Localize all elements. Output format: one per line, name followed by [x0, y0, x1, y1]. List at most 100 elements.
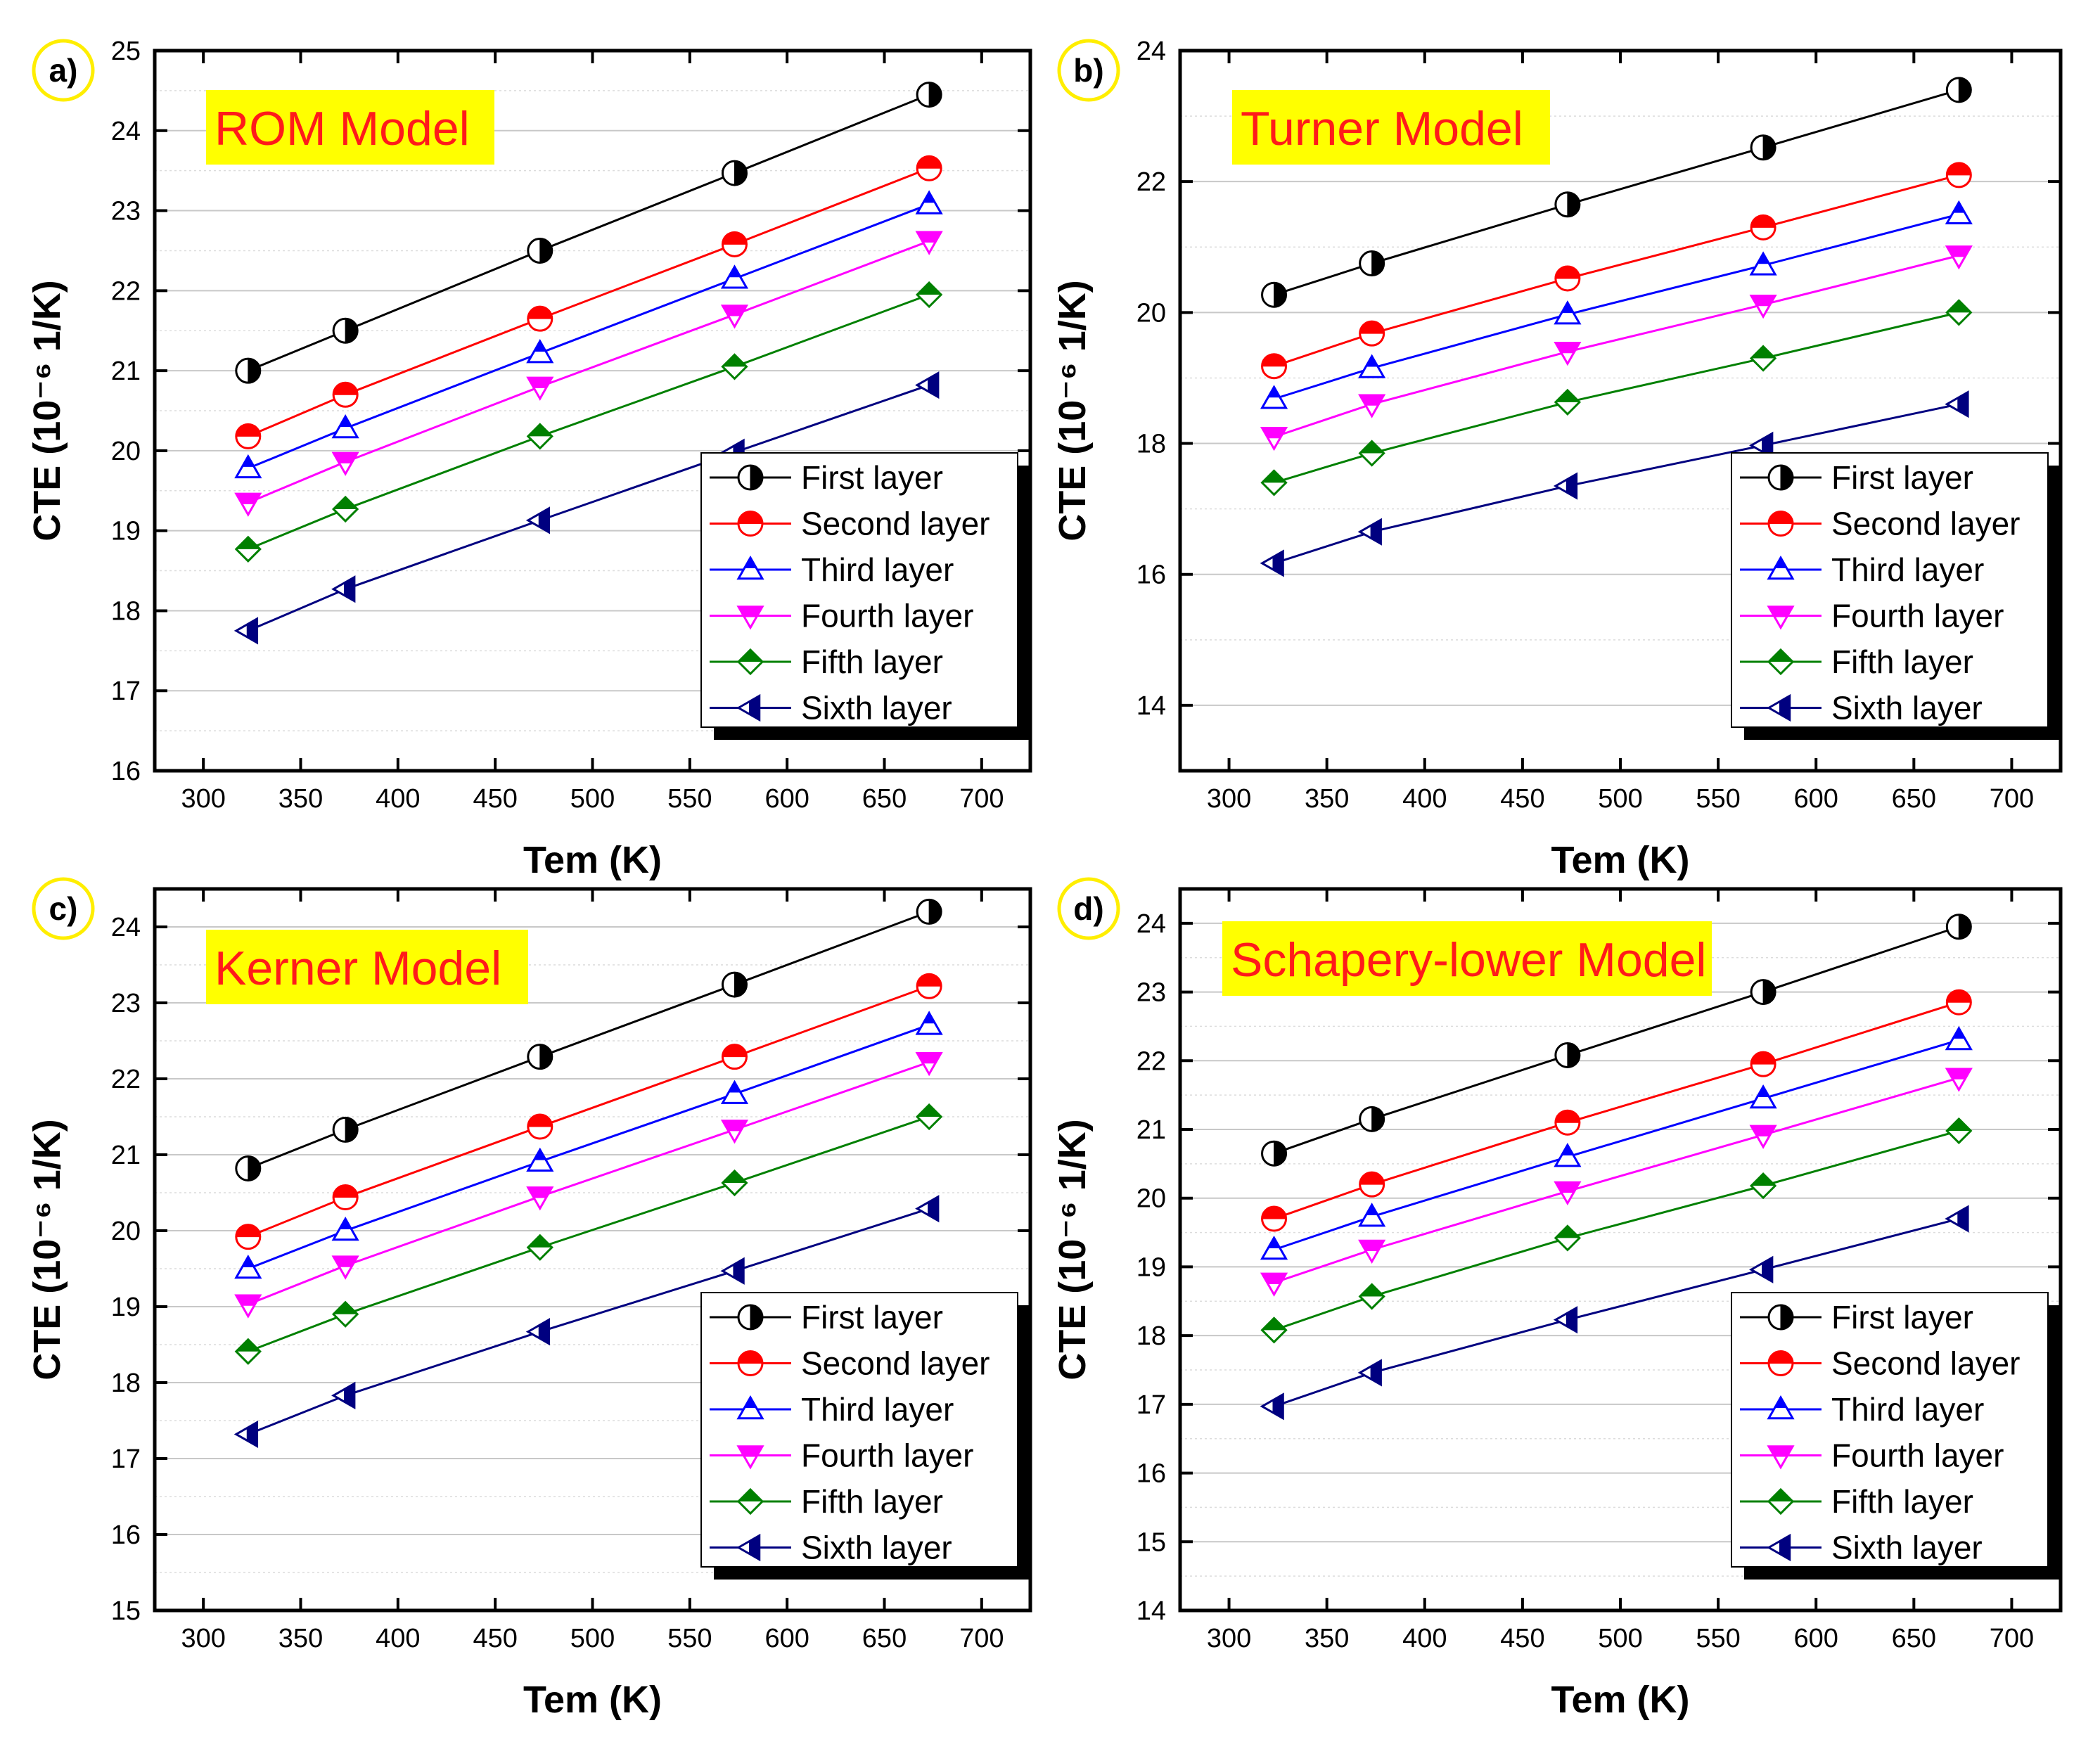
- data-point-third-layer-fill: [1561, 1145, 1574, 1156]
- y-tick-label: 18: [1137, 430, 1166, 459]
- data-point-sixth-layer-fill: [538, 1319, 549, 1344]
- data-point-third-layer-fill: [1757, 253, 1769, 264]
- data-point-first-layer-fill: [345, 1117, 358, 1142]
- y-tick-label: 19: [111, 1293, 141, 1322]
- legend-marker-second-layer-fill: [1768, 511, 1793, 524]
- data-point-sixth-layer-fill: [1370, 1360, 1381, 1385]
- data-point-sixth-layer-fill: [1566, 1307, 1577, 1332]
- data-point-fifth-layer-fill: [527, 424, 552, 437]
- data-point-fifth-layer-fill: [333, 1302, 358, 1314]
- panel-label-ring: [32, 39, 95, 102]
- y-tick-label: 22: [1137, 167, 1166, 197]
- panel-label-ring: [1057, 39, 1120, 102]
- data-point-fifth-layer-fill: [1751, 346, 1776, 359]
- data-point-sixth-layer-fill: [1957, 392, 1968, 416]
- x-tick-label: 450: [1500, 1624, 1544, 1653]
- legend-marker-sixth-layer-fill: [1779, 1535, 1790, 1560]
- data-point-fifth-layer-fill: [722, 354, 747, 367]
- x-tick-label: 600: [764, 784, 809, 814]
- y-tick-label: 25: [111, 37, 141, 66]
- legend-marker-first-layer-fill: [750, 465, 763, 490]
- y-tick-label: 16: [111, 1520, 141, 1550]
- legend-marker-sixth-layer-fill: [1779, 696, 1790, 720]
- data-point-fifth-layer-fill: [333, 496, 358, 509]
- y-tick-label: 19: [111, 517, 141, 546]
- legend-label-fifth-layer: Fifth layer: [1831, 1483, 1973, 1520]
- x-tick-label: 650: [1892, 784, 1936, 814]
- x-tick-label: 700: [1990, 1624, 2034, 1653]
- y-tick-label: 20: [1137, 298, 1166, 328]
- data-point-fourth-layer-fill: [722, 305, 747, 316]
- y-tick-label: 22: [111, 276, 141, 306]
- panel-label: b): [1073, 52, 1103, 89]
- data-point-fourth-layer-fill: [722, 1120, 747, 1132]
- x-axis-title: Tem (K): [1551, 1679, 1690, 1721]
- legend-label-fourth-layer: Fourth layer: [801, 1437, 973, 1474]
- data-point-fifth-layer-fill: [1555, 390, 1580, 402]
- series-line-fourth-layer: [1274, 254, 1959, 438]
- data-point-second-layer-fill: [916, 973, 942, 987]
- legend-label-first-layer: First layer: [801, 1299, 943, 1335]
- legend-marker-fourth-layer-fill: [738, 1446, 762, 1457]
- data-point-fifth-layer-fill: [1947, 300, 1971, 313]
- x-tick-label: 550: [1696, 784, 1740, 814]
- data-point-second-layer-fill: [333, 382, 358, 395]
- chart-panel-a: 300 350 400 450 500 550 600 650 700 16 17 18 19 20 21 2…: [26, 37, 1032, 881]
- legend-box: [1731, 452, 2049, 728]
- data-point-first-layer-fill: [1371, 251, 1385, 276]
- legend-label-fourth-layer: Fourth layer: [1831, 1437, 2004, 1474]
- data-point-second-layer-fill: [1359, 321, 1385, 334]
- data-point-third-layer-fill: [923, 1013, 935, 1024]
- data-point-fifth-layer-fill: [1751, 1174, 1776, 1186]
- legend-marker-fourth-layer-fill: [1769, 1446, 1793, 1457]
- x-tick-label: 350: [278, 784, 323, 814]
- data-point-sixth-layer-fill: [928, 373, 938, 397]
- x-tick-label: 700: [959, 784, 1004, 814]
- data-point-third-layer-fill: [339, 416, 352, 427]
- data-point-third-layer-fill: [1757, 1087, 1769, 1097]
- data-point-second-layer-fill: [1946, 162, 1971, 176]
- legend-label-fifth-layer: Fifth layer: [1831, 643, 1973, 680]
- x-tick-label: 300: [181, 784, 225, 814]
- y-tick-label: 21: [1137, 1115, 1166, 1145]
- legend-label-second-layer: Second layer: [801, 1345, 990, 1382]
- x-tick-label: 650: [862, 784, 907, 814]
- y-tick-label: 18: [111, 596, 141, 626]
- x-tick-label: 550: [667, 784, 712, 814]
- data-point-third-layer-fill: [242, 1257, 255, 1267]
- data-point-third-layer-fill: [1268, 387, 1281, 398]
- legend-label-second-layer: Second layer: [1831, 506, 2021, 542]
- x-tick-label: 500: [570, 1624, 615, 1653]
- data-point-first-layer-fill: [248, 358, 261, 383]
- data-point-first-layer-fill: [1958, 77, 1971, 103]
- y-axis-title: CTE (10⁻⁶ 1/K): [1051, 1119, 1094, 1380]
- x-tick-label: 300: [1207, 784, 1251, 814]
- data-point-sixth-layer-fill: [344, 577, 354, 601]
- data-point-second-layer-fill: [527, 306, 553, 319]
- legend-marker-fifth-layer-fill: [738, 1489, 762, 1501]
- x-tick-label: 450: [1500, 784, 1544, 814]
- model-title: Kerner Model: [215, 942, 501, 995]
- data-point-third-layer-fill: [1952, 202, 1965, 213]
- data-point-sixth-layer-fill: [928, 1196, 938, 1221]
- data-point-third-layer-fill: [1366, 356, 1378, 367]
- data-point-sixth-layer-fill: [246, 618, 257, 643]
- data-point-fifth-layer-fill: [236, 537, 260, 549]
- data-point-fifth-layer-fill: [917, 1105, 942, 1117]
- x-tick-label: 550: [1696, 1624, 1740, 1653]
- data-point-first-layer-fill: [539, 238, 553, 263]
- data-point-sixth-layer-fill: [1272, 1394, 1283, 1418]
- y-axis-title: CTE (10⁻⁶ 1/K): [26, 280, 68, 541]
- legend-marker-fifth-layer-fill: [1769, 1489, 1793, 1501]
- data-point-fifth-layer-fill: [1262, 1318, 1286, 1331]
- data-point-fifth-layer-fill: [1359, 441, 1384, 454]
- legend-marker-fourth-layer-fill: [738, 606, 762, 617]
- data-point-fifth-layer-fill: [527, 1235, 552, 1248]
- x-tick-label: 600: [1794, 784, 1838, 814]
- x-tick-label: 650: [1892, 1624, 1936, 1653]
- panel-label: a): [49, 52, 78, 89]
- data-point-fifth-layer-fill: [1359, 1284, 1384, 1297]
- data-point-third-layer-fill: [242, 456, 255, 467]
- x-axis-title: Tem (K): [1551, 839, 1690, 881]
- legend-label-third-layer: Third layer: [1831, 551, 1984, 588]
